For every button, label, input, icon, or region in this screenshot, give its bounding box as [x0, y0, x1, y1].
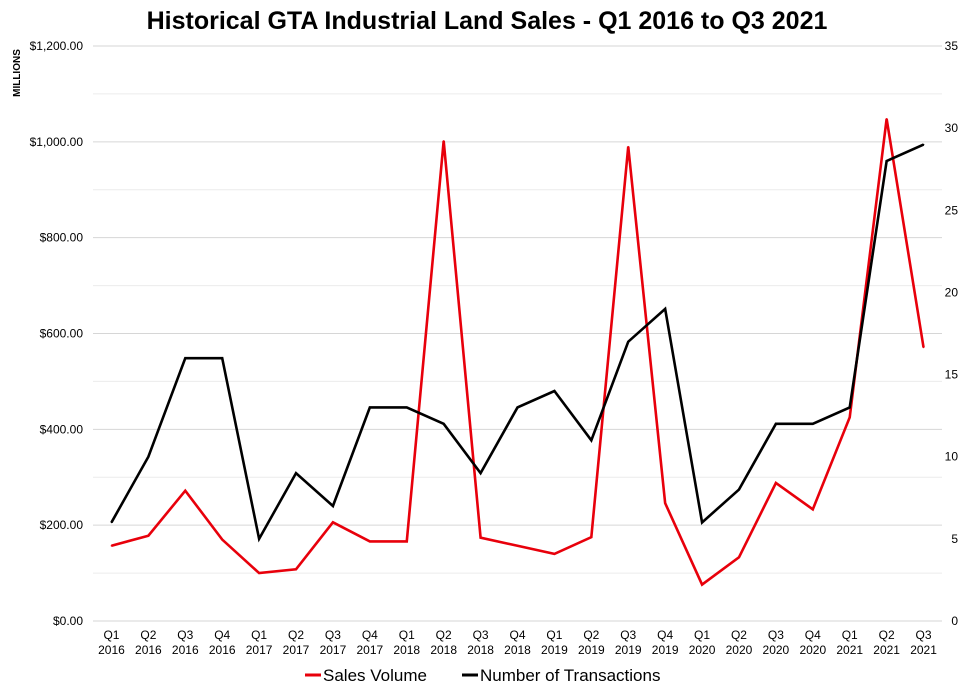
x-axis-tick-label: Q2 2019: [578, 628, 605, 657]
right-axis-ticks: 0 5 10 15 20 25 30 35: [945, 39, 959, 628]
right-axis-tick-label: 25: [945, 203, 959, 217]
data-point: [332, 521, 334, 524]
gridlines: [93, 45, 942, 622]
series-line-transactions: [110, 143, 925, 543]
data-point: [738, 556, 740, 559]
data-point: [369, 406, 371, 409]
left-axis-tick-label: $1,200.00: [30, 39, 84, 53]
x-axis-tick-label: Q3 2018: [467, 628, 494, 657]
data-point: [627, 340, 630, 343]
data-point: [442, 423, 445, 425]
data-point: [775, 482, 777, 484]
x-axis-tick-label: Q1 2018: [393, 628, 420, 657]
x-axis-tick-label: Q3 2021: [910, 628, 937, 657]
data-point: [479, 472, 482, 474]
x-axis-tick-label: Q1 2019: [541, 628, 568, 657]
data-point: [516, 544, 519, 547]
data-point: [516, 406, 519, 409]
right-axis-tick-label: 5: [951, 532, 958, 546]
left-axis-tick-label: $200.00: [40, 518, 84, 532]
left-axis-tick-label: $600.00: [40, 327, 84, 341]
legend-label: Number of Transactions: [480, 666, 660, 685]
x-axis-tick-label: Q3 2019: [615, 628, 642, 657]
data-point: [258, 538, 260, 540]
x-axis-tick-label: Q4 2017: [356, 628, 383, 657]
data-point: [553, 390, 556, 392]
right-axis-tick-label: 15: [945, 368, 959, 382]
x-axis-tick-label: Q3 2020: [763, 628, 790, 657]
x-axis-tick-label: Q2 2020: [726, 628, 753, 657]
left-axis-tick-label: $0.00: [53, 614, 83, 628]
legend: Sales Volume Number of Transactions: [305, 666, 660, 685]
data-point: [848, 416, 851, 419]
x-axis-tick-label: Q2 2016: [135, 628, 162, 657]
x-axis-ticks: Q1 2016 Q2 2016 Q3 2016 Q4 2016 Q1 2017 Q2 2017 Q3 20…: [98, 628, 937, 657]
data-point: [701, 521, 703, 524]
x-axis-tick-label: Q2 2018: [430, 628, 457, 657]
x-axis-tick-label: Q2 2017: [283, 628, 310, 657]
legend-label: Sales Volume: [323, 666, 427, 685]
data-point: [812, 508, 814, 511]
x-axis-tick-label: Q1 2016: [98, 628, 125, 657]
left-axis-tick-label: $400.00: [40, 422, 84, 436]
data-point: [590, 536, 593, 538]
data-point: [221, 538, 223, 541]
x-axis-tick-label: Q1 2020: [689, 628, 716, 657]
data-point: [664, 308, 666, 310]
left-axis-ticks: $0.00 $200.00 $400.00 $600.00 $800.00 $1,000.…: [30, 39, 84, 628]
data-point: [369, 540, 371, 543]
data-point: [184, 489, 187, 492]
y-axis-label: MILLIONS: [12, 49, 23, 97]
data-point: [405, 406, 408, 409]
data-point: [701, 583, 703, 586]
right-axis-tick-label: 10: [945, 450, 959, 464]
data-point: [885, 118, 888, 120]
right-axis-tick-label: 20: [945, 285, 959, 299]
data-point: [775, 423, 777, 425]
x-axis-tick-label: Q4 2019: [652, 628, 679, 657]
data-point: [221, 357, 223, 359]
data-point: [922, 143, 925, 146]
data-point: [848, 406, 851, 409]
data-point: [738, 488, 740, 491]
data-point: [147, 534, 150, 537]
data-point: [553, 553, 556, 555]
series-layer: [110, 118, 925, 587]
right-axis-tick-label: 0: [951, 614, 958, 628]
left-axis-tick-label: $800.00: [40, 231, 84, 245]
x-axis-tick-label: Q4 2020: [799, 628, 826, 657]
data-point: [332, 505, 334, 507]
data-point: [442, 140, 445, 142]
x-axis-tick-label: Q2 2021: [873, 628, 900, 657]
data-point: [590, 439, 593, 442]
data-point: [295, 472, 297, 474]
data-point: [184, 357, 187, 359]
data-point: [258, 572, 260, 574]
data-point: [405, 540, 408, 543]
data-point: [110, 544, 113, 547]
data-point: [110, 521, 113, 524]
right-axis-tick-label: 30: [945, 121, 959, 135]
series-line-sales-volume: [111, 118, 925, 587]
data-point: [812, 423, 814, 425]
x-axis-tick-label: Q3 2017: [320, 628, 347, 657]
x-axis-tick-label: Q4 2018: [504, 628, 531, 657]
data-point: [885, 160, 888, 162]
x-axis-tick-label: Q3 2016: [172, 628, 199, 657]
chart-title: Historical GTA Industrial Land Sales - Q…: [147, 7, 828, 35]
data-point: [627, 145, 630, 148]
data-point: [922, 346, 925, 349]
data-point: [295, 568, 297, 571]
data-point: [664, 502, 666, 504]
x-axis-tick-label: Q1 2017: [246, 628, 273, 657]
data-point: [147, 455, 150, 458]
data-point: [479, 536, 482, 539]
right-axis-tick-label: 35: [945, 39, 959, 53]
x-axis-tick-label: Q1 2021: [836, 628, 863, 657]
x-axis-tick-label: Q4 2016: [209, 628, 236, 657]
left-axis-tick-label: $1,000.00: [30, 135, 84, 149]
